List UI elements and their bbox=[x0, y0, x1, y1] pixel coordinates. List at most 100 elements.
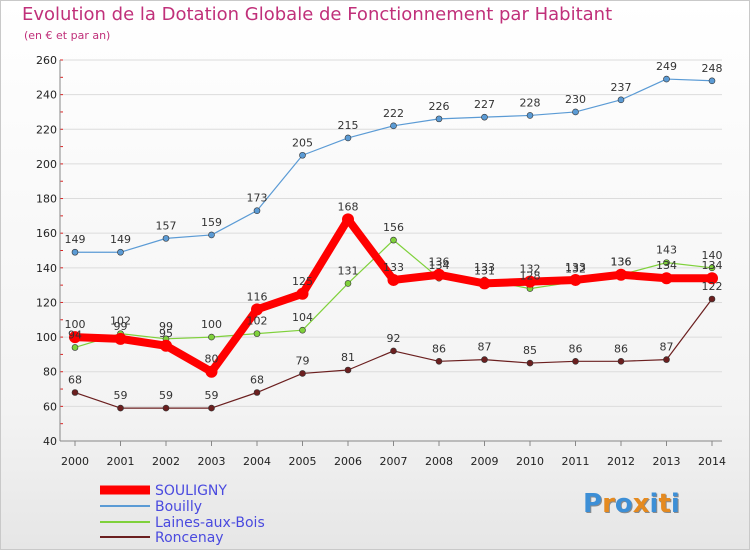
data-point bbox=[615, 268, 627, 281]
data-point bbox=[433, 268, 445, 281]
y-tick-label: 240 bbox=[36, 89, 57, 102]
data-label: 159 bbox=[201, 216, 222, 229]
data-point bbox=[663, 356, 670, 363]
data-point bbox=[299, 370, 306, 377]
data-label: 87 bbox=[660, 341, 674, 354]
y-tick-label: 220 bbox=[36, 123, 57, 136]
data-point bbox=[208, 404, 215, 412]
data-point bbox=[117, 248, 124, 256]
data-label: 85 bbox=[523, 344, 537, 357]
data-label: 116 bbox=[247, 290, 268, 303]
y-tick-label: 80 bbox=[43, 366, 57, 379]
data-point bbox=[572, 108, 579, 116]
data-label: 86 bbox=[614, 342, 628, 355]
legend-label: Bouilly bbox=[155, 499, 202, 515]
data-point bbox=[253, 389, 261, 396]
data-label: 125 bbox=[292, 275, 313, 288]
x-tick-label: 2007 bbox=[380, 455, 408, 468]
data-point bbox=[663, 75, 670, 83]
data-label: 131 bbox=[338, 264, 359, 277]
x-tick-label: 2005 bbox=[289, 455, 317, 468]
data-label: 228 bbox=[520, 96, 541, 109]
data-label: 136 bbox=[611, 256, 632, 269]
legend-label: Laines-aux-Bois bbox=[155, 515, 265, 531]
data-label: 227 bbox=[474, 98, 495, 111]
data-point bbox=[481, 113, 488, 121]
data-point bbox=[71, 344, 79, 351]
data-point bbox=[663, 259, 670, 266]
x-tick-label: 2011 bbox=[562, 455, 590, 468]
data-point bbox=[708, 77, 716, 85]
data-label: 133 bbox=[474, 261, 495, 274]
data-label: 104 bbox=[292, 311, 313, 324]
data-label: 102 bbox=[110, 315, 131, 328]
data-point bbox=[435, 358, 443, 365]
y-tick-label: 60 bbox=[43, 400, 57, 413]
data-point bbox=[344, 134, 352, 142]
legend-label: Roncenay bbox=[155, 530, 224, 546]
y-tick-label: 100 bbox=[36, 331, 57, 344]
data-label: 59 bbox=[159, 389, 173, 402]
data-label: 59 bbox=[205, 389, 219, 402]
data-point bbox=[706, 272, 718, 285]
data-point bbox=[390, 236, 397, 244]
data-point bbox=[524, 275, 536, 288]
data-label: 136 bbox=[429, 256, 450, 269]
data-point bbox=[569, 273, 582, 286]
data-point bbox=[69, 331, 81, 344]
data-point bbox=[162, 235, 170, 242]
data-point bbox=[390, 122, 397, 130]
data-label: 128 bbox=[520, 270, 541, 283]
data-point bbox=[478, 277, 491, 290]
data-point bbox=[208, 333, 215, 341]
data-point bbox=[435, 115, 443, 123]
data-label: 134 bbox=[656, 259, 677, 272]
data-point bbox=[296, 287, 309, 300]
data-label: 205 bbox=[292, 136, 313, 149]
data-point bbox=[617, 96, 625, 104]
legend-label: SOULIGNY bbox=[155, 483, 227, 499]
data-point bbox=[253, 207, 261, 214]
data-point bbox=[299, 151, 306, 159]
y-tick-label: 120 bbox=[36, 296, 57, 309]
proxiti-logo: Proxiti bbox=[583, 489, 680, 519]
data-point bbox=[344, 280, 352, 287]
data-label: 68 bbox=[68, 374, 82, 387]
data-label: 132 bbox=[520, 263, 541, 276]
x-tick-label: 2014 bbox=[698, 455, 726, 468]
x-tick-label: 2008 bbox=[425, 455, 453, 468]
data-label: 102 bbox=[247, 315, 268, 328]
y-tick-label: 260 bbox=[36, 54, 57, 67]
data-label: 86 bbox=[569, 342, 583, 355]
data-label: 99 bbox=[159, 320, 173, 333]
data-point bbox=[160, 339, 172, 352]
x-tick-label: 2002 bbox=[152, 455, 180, 468]
data-label: 87 bbox=[478, 341, 492, 354]
data-label: 92 bbox=[387, 332, 401, 345]
data-point bbox=[342, 213, 354, 226]
data-point bbox=[617, 358, 625, 365]
y-tick-label: 160 bbox=[36, 227, 57, 240]
data-label: 149 bbox=[110, 233, 131, 246]
data-label: 59 bbox=[114, 389, 128, 402]
data-point bbox=[708, 264, 716, 272]
data-label: 100 bbox=[201, 318, 222, 331]
data-label: 156 bbox=[383, 221, 404, 234]
data-label: 68 bbox=[250, 374, 264, 387]
data-label: 134 bbox=[702, 259, 723, 272]
data-label: 248 bbox=[702, 62, 723, 75]
data-label: 222 bbox=[383, 107, 404, 120]
data-label: 95 bbox=[159, 327, 173, 340]
data-label: 226 bbox=[429, 100, 450, 113]
x-tick-label: 2010 bbox=[516, 455, 544, 468]
x-tick-label: 2012 bbox=[607, 455, 635, 468]
data-point bbox=[708, 295, 716, 303]
data-point bbox=[205, 365, 218, 378]
data-point bbox=[390, 347, 397, 355]
y-tick-label: 40 bbox=[43, 435, 57, 448]
data-point bbox=[71, 389, 79, 396]
data-label: 122 bbox=[702, 280, 723, 293]
x-tick-label: 2009 bbox=[471, 455, 499, 468]
data-label: 79 bbox=[296, 354, 310, 367]
